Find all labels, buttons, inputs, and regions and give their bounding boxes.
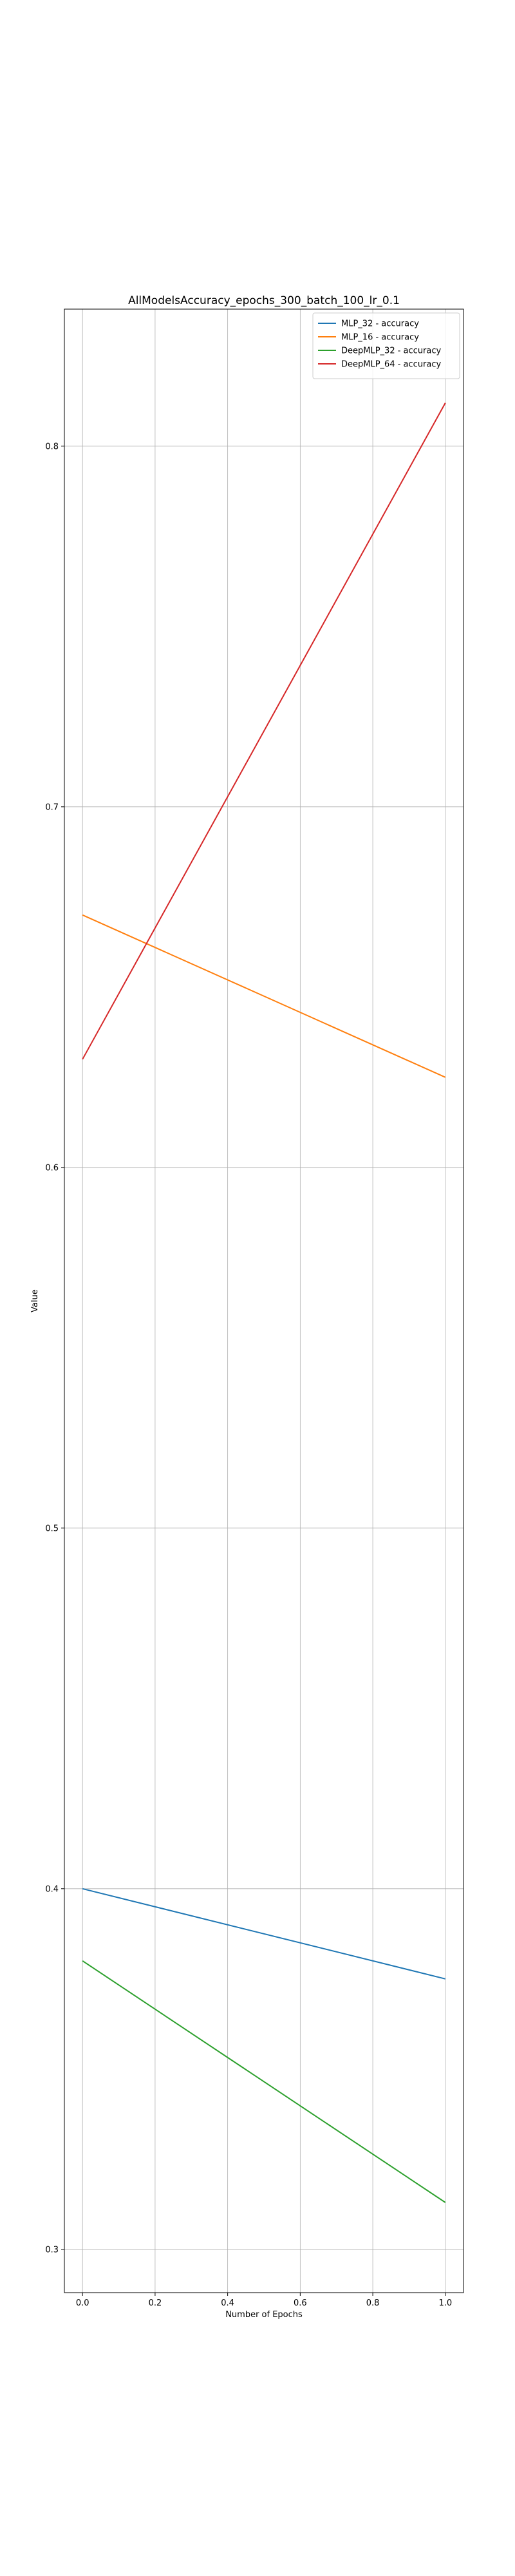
x-tick-label: 0.0 [76, 2298, 89, 2308]
x-tick-label: 0.2 [149, 2298, 162, 2308]
grid [64, 309, 464, 2293]
x-tick-label: 1.0 [438, 2298, 452, 2308]
plot-area [64, 309, 464, 2293]
series-line [82, 1960, 446, 2203]
chart-title: AllModelsAccuracy_epochs_300_batch_100_l… [128, 294, 400, 307]
y-tick-label: 0.4 [45, 1884, 59, 1894]
series-line [82, 914, 446, 1078]
legend-box [312, 312, 460, 379]
y-tick-label: 0.6 [45, 1163, 59, 1173]
axis-ticks: 0.0 0.2 0.4 0.6 0.8 1.0 0.3 0.4 0.5 0.6 0.7 0.8 [45, 442, 452, 2308]
plot-frame [64, 308, 464, 2293]
legend-label: MLP_16 - accuracy [341, 333, 419, 343]
series-line [82, 1888, 446, 1980]
series-line [82, 402, 446, 1060]
x-tick-label: 0.6 [294, 2298, 307, 2308]
y-tick-label: 0.8 [45, 442, 59, 451]
y-tick-label: 0.7 [45, 802, 59, 812]
y-tick-label: 0.5 [45, 1524, 59, 1533]
y-tick-label: 0.3 [45, 2245, 59, 2255]
legend-label: MLP_32 - accuracy [341, 319, 419, 329]
x-tick-label: 0.8 [366, 2298, 380, 2308]
legend-label: DeepMLP_32 - accuracy [341, 346, 442, 356]
y-axis-label: Value [30, 1289, 40, 1312]
x-tick-label: 0.4 [221, 2298, 234, 2308]
series-lines [82, 402, 446, 2203]
x-axis-label: Number of Epochs [225, 2310, 303, 2320]
legend: MLP_32 - accuracy MLP_16 - accuracy DeepML… [312, 312, 460, 379]
legend-label: DeepMLP_64 - accuracy [341, 360, 442, 370]
